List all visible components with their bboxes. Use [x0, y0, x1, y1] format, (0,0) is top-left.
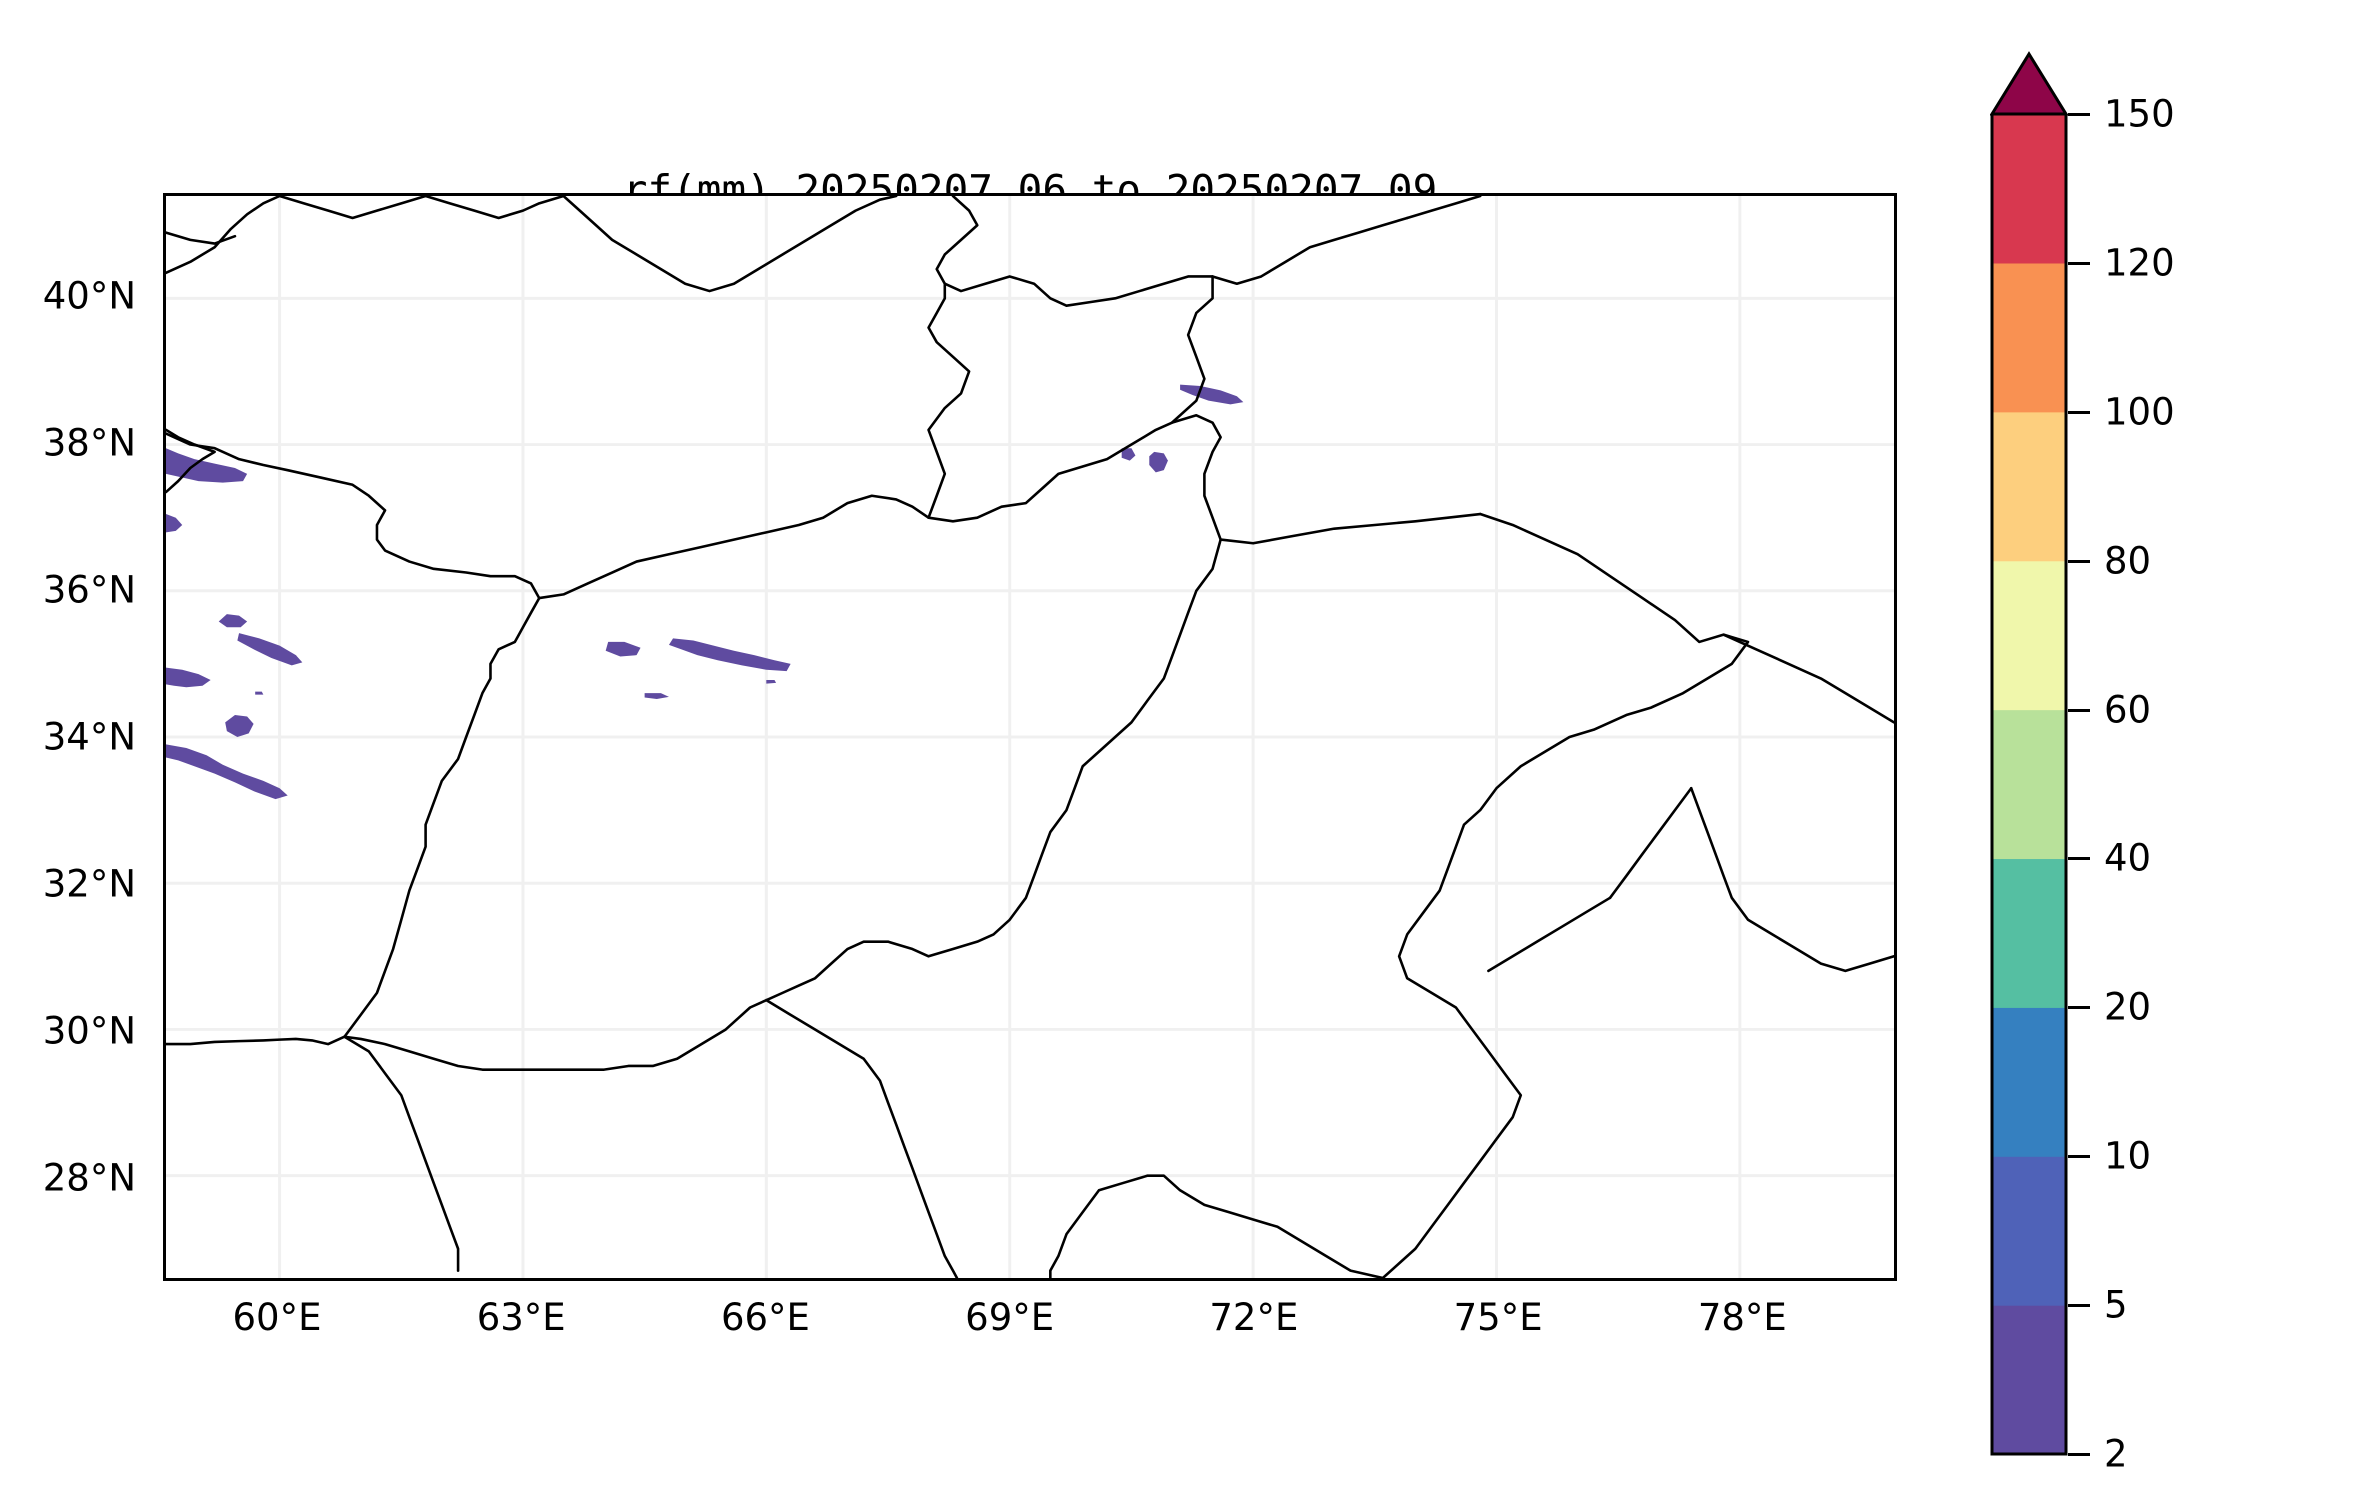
colorbar-tick-mark [2068, 857, 2090, 861]
colorbar-tick-label: 10 [2104, 1134, 2152, 1178]
y-tick-label: 34°N [42, 715, 136, 759]
colorbar-tick-label: 60 [2104, 688, 2152, 732]
x-tick-label: 60°E [232, 1296, 322, 1339]
colorbar-canvas [1990, 51, 2068, 1456]
colorbar-tick-mark [2068, 708, 2090, 712]
x-tick-label: 63°E [476, 1296, 566, 1339]
colorbar-tick-mark [2068, 261, 2090, 265]
map-plot-area [163, 193, 1897, 1281]
x-tick-label: 66°E [720, 1296, 810, 1339]
y-tick-label: 36°N [42, 568, 136, 612]
colorbar-tick-label: 120 [2104, 241, 2175, 285]
x-axis-tick-labels: 60°E 63°E 66°E 69°E 72°E 75°E 78°E [163, 1290, 1897, 1360]
colorbar-tick-label: 150 [2104, 92, 2175, 136]
gridlines [166, 196, 1894, 1278]
x-tick-label: 75°E [1453, 1296, 1543, 1339]
colorbar-tick-mark [2068, 1155, 2090, 1159]
colorbar-tick-mark [2068, 559, 2090, 563]
rainfall-contour-patches [166, 384, 1244, 800]
y-tick-label: 38°N [42, 421, 136, 465]
colorbar-bands [1992, 114, 2066, 1455]
x-tick-label: 78°E [1697, 1296, 1787, 1339]
colorbar-tick-mark [2068, 1453, 2090, 1456]
y-tick-label: 28°N [42, 1156, 136, 1200]
colorbar-outline [1990, 114, 2068, 1456]
y-tick-label: 40°N [42, 274, 136, 318]
colorbar-tick-mark [2068, 410, 2090, 414]
colorbar-tick-mark [2068, 1304, 2090, 1308]
colorbar-extend-arrow [1990, 51, 2068, 116]
colorbar-tick-mark [2068, 113, 2090, 116]
y-tick-label: 30°N [42, 1009, 136, 1053]
colorbar-tick-label: 100 [2104, 390, 2175, 434]
country-borders [166, 196, 1894, 1278]
colorbar-tick-labels: 2 5 10 20 40 60 80 100 120 150 [2068, 48, 2318, 1476]
colorbar-tick-label: 80 [2104, 539, 2152, 583]
colorbar-tick-label: 5 [2104, 1283, 2128, 1327]
x-tick-label: 72°E [1209, 1296, 1299, 1339]
x-tick-label: 69°E [965, 1296, 1055, 1339]
y-tick-label: 32°N [42, 862, 136, 906]
colorbar-tick-mark [2068, 1006, 2090, 1010]
colorbar-tick-label: 2 [2104, 1432, 2128, 1476]
colorbar-tick-label: 40 [2104, 836, 2152, 880]
colorbar [1990, 48, 2068, 1458]
y-axis-tick-labels: 28°N 30°N 32°N 34°N 36°N 38°N 40°N [0, 193, 150, 1281]
map-canvas [166, 196, 1894, 1278]
colorbar-tick-label: 20 [2104, 985, 2152, 1029]
